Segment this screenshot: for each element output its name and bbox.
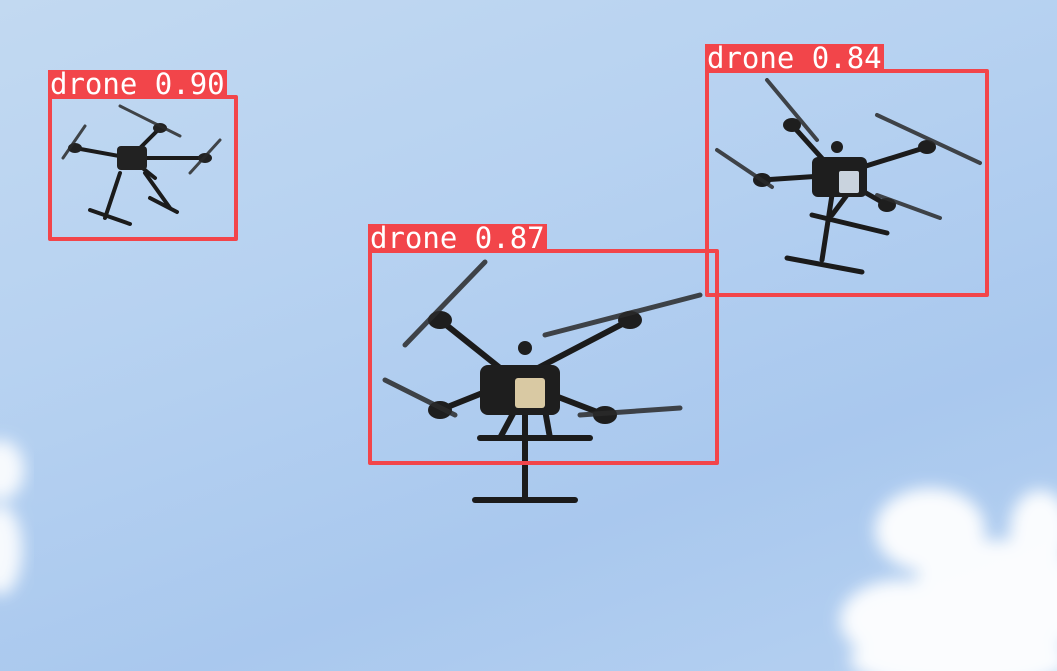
detection-box-2 bbox=[368, 249, 719, 465]
detection-3-score: 0.84 bbox=[811, 41, 882, 75]
cloud-bottom-right bbox=[840, 488, 1057, 671]
detection-label-2: drone 0.87 bbox=[368, 221, 547, 255]
detection-2-class: drone bbox=[370, 221, 458, 255]
detection-label-3: drone 0.84 bbox=[705, 41, 884, 75]
drone-1-image bbox=[61, 104, 222, 226]
detection-box-3 bbox=[705, 69, 989, 297]
detection-3-class: drone bbox=[707, 41, 795, 75]
cloud-left bbox=[0, 440, 24, 595]
drone-2-image bbox=[382, 259, 703, 503]
detection-1-score: 0.90 bbox=[154, 67, 225, 101]
detection-2-score: 0.87 bbox=[474, 221, 545, 255]
detection-1-class: drone bbox=[50, 67, 138, 101]
drone-3-image bbox=[715, 78, 982, 275]
detection-label-1: drone 0.90 bbox=[48, 67, 227, 101]
detection-box-1 bbox=[48, 95, 238, 241]
